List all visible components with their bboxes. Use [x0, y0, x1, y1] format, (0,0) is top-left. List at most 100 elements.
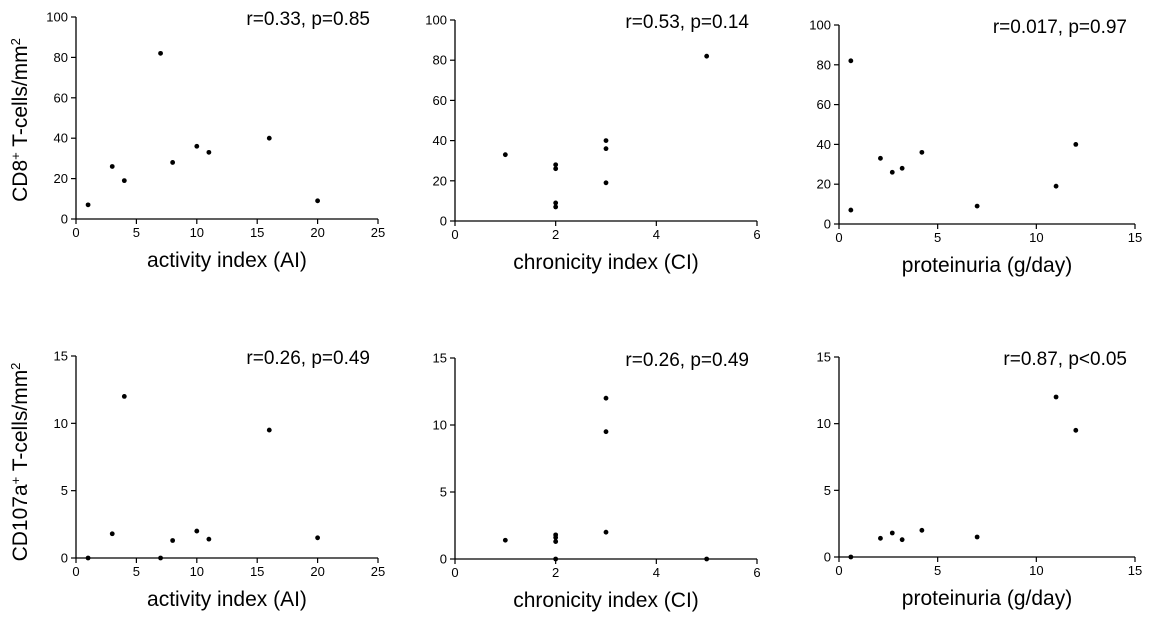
y-tick-label: 0	[824, 550, 831, 565]
y-tick-label: 5	[824, 483, 831, 498]
x-tick-label: 2	[552, 227, 559, 242]
x-tick-label: 0	[72, 225, 79, 240]
data-point	[170, 538, 176, 543]
x-tick-label: 5	[934, 230, 941, 245]
data-point	[158, 50, 163, 56]
y-tick-label: 80	[433, 53, 447, 68]
y-tick-label: 15	[433, 351, 447, 366]
x-tick-label: 15	[250, 564, 264, 579]
y-tick-label: 0	[61, 551, 68, 566]
x-axis-label: chronicity index (CI)	[513, 251, 699, 274]
data-point	[315, 535, 320, 541]
data-point	[109, 164, 115, 169]
x-tick-label: 5	[934, 563, 941, 578]
data-point	[194, 528, 200, 534]
data-point	[848, 58, 854, 64]
x-tick-label: 15	[250, 225, 264, 240]
scatter-panel-6: 0 5 10 15 0 5 10 15 proteinuria (g/day) r=0.87, p…	[817, 349, 1143, 610]
y-tick-label: 0	[440, 552, 447, 567]
x-tick-label: 2	[552, 565, 559, 580]
x-tick-label: 10	[1029, 230, 1043, 245]
y-tick-label: 20	[54, 171, 68, 186]
y-tick-label: 20	[817, 177, 831, 192]
data-point	[170, 160, 176, 165]
y-tick-label: 10	[433, 418, 447, 433]
scatter-panel-4: 0 5 10 15 20 25 0 5 10 15 activity index (AI) r=0.2…	[54, 348, 386, 611]
y-tick-label: 60	[817, 97, 831, 112]
x-tick-label: 25	[371, 225, 385, 240]
x-tick-label: 10	[190, 564, 204, 579]
y-tick-label: 40	[433, 133, 447, 148]
x-tick-label: 0	[451, 565, 458, 580]
data-point	[553, 535, 559, 540]
data-point	[121, 178, 127, 184]
y-tick-label: 60	[54, 90, 68, 105]
y-tick-label: 100	[809, 18, 831, 33]
data-point	[121, 394, 127, 399]
x-axis-label: chronicity index (CI)	[513, 589, 699, 612]
y-tick-label: 10	[817, 416, 831, 431]
data-point	[974, 203, 980, 209]
data-point	[85, 202, 91, 208]
data-point	[889, 530, 895, 536]
data-point	[889, 169, 895, 175]
x-axis-label: activity index (AI)	[147, 249, 307, 272]
y-tick-label: 15	[54, 349, 68, 364]
data-point	[878, 155, 883, 161]
data-point	[553, 162, 559, 168]
data-point	[502, 152, 508, 158]
correlation-annotation: r=0.33, p=0.85	[246, 9, 370, 30]
y-tick-label: 80	[817, 57, 831, 72]
y-tick-label: 5	[440, 485, 447, 500]
y-tick-label: 80	[54, 50, 68, 65]
x-tick-label: 0	[72, 564, 79, 579]
data-point	[1073, 142, 1079, 147]
data-point	[315, 198, 320, 204]
data-point	[553, 539, 559, 544]
scatter-panel-1: 0 5 10 15 20 25 0 20 40 60 80 100 activity index (AI…	[46, 9, 385, 272]
scatter-panel-5: 0 2 4 6 0 5 10 15 chronicity index (CI) r=0.26, p…	[433, 350, 761, 612]
correlation-annotation: r=0.53, p=0.14	[625, 12, 749, 33]
y-tick-label: 40	[817, 137, 831, 152]
data-point	[553, 556, 559, 562]
y-tick-label: 0	[440, 214, 447, 229]
data-point	[603, 146, 609, 152]
y-tick-label: 60	[433, 93, 447, 108]
y-tick-label: 0	[824, 217, 831, 232]
y-tick-label: 100	[425, 13, 447, 28]
y-tick-label: 100	[46, 10, 68, 25]
data-point	[974, 534, 980, 540]
x-tick-label: 5	[133, 564, 140, 579]
data-point	[553, 204, 559, 210]
data-point	[1053, 394, 1059, 400]
correlation-annotation: r=0.87, p<0.05	[1003, 349, 1127, 370]
correlation-annotation: r=0.017, p=0.97	[993, 17, 1127, 38]
data-point	[109, 531, 115, 537]
data-point	[206, 149, 212, 155]
data-point	[919, 149, 925, 155]
correlation-annotation: r=0.26, p=0.49	[625, 350, 749, 371]
x-tick-label: 10	[190, 225, 204, 240]
x-tick-label: 15	[1128, 230, 1142, 245]
x-tick-label: 15	[1128, 563, 1142, 578]
row-label-bottom: CD107a+ T-cells/mm2	[8, 363, 33, 562]
data-point	[603, 529, 609, 535]
data-point	[899, 165, 905, 171]
x-tick-label: 20	[310, 225, 324, 240]
x-axis-label: activity index (AI)	[147, 588, 307, 611]
scatter-panel-3: 0 5 10 15 0 20 40 60 80 100 proteinuria (g/day) r=0…	[809, 17, 1142, 277]
data-point	[899, 537, 905, 543]
x-tick-label: 5	[133, 225, 140, 240]
y-tick-label: 20	[433, 173, 447, 188]
x-tick-label: 0	[835, 230, 842, 245]
data-point	[704, 556, 710, 562]
x-tick-label: 0	[451, 227, 458, 242]
x-axis-label: proteinuria (g/day)	[902, 254, 1072, 277]
data-point	[603, 180, 609, 186]
x-tick-label: 6	[753, 227, 760, 242]
x-axis-label: proteinuria (g/day)	[902, 587, 1072, 610]
data-point	[266, 427, 272, 433]
